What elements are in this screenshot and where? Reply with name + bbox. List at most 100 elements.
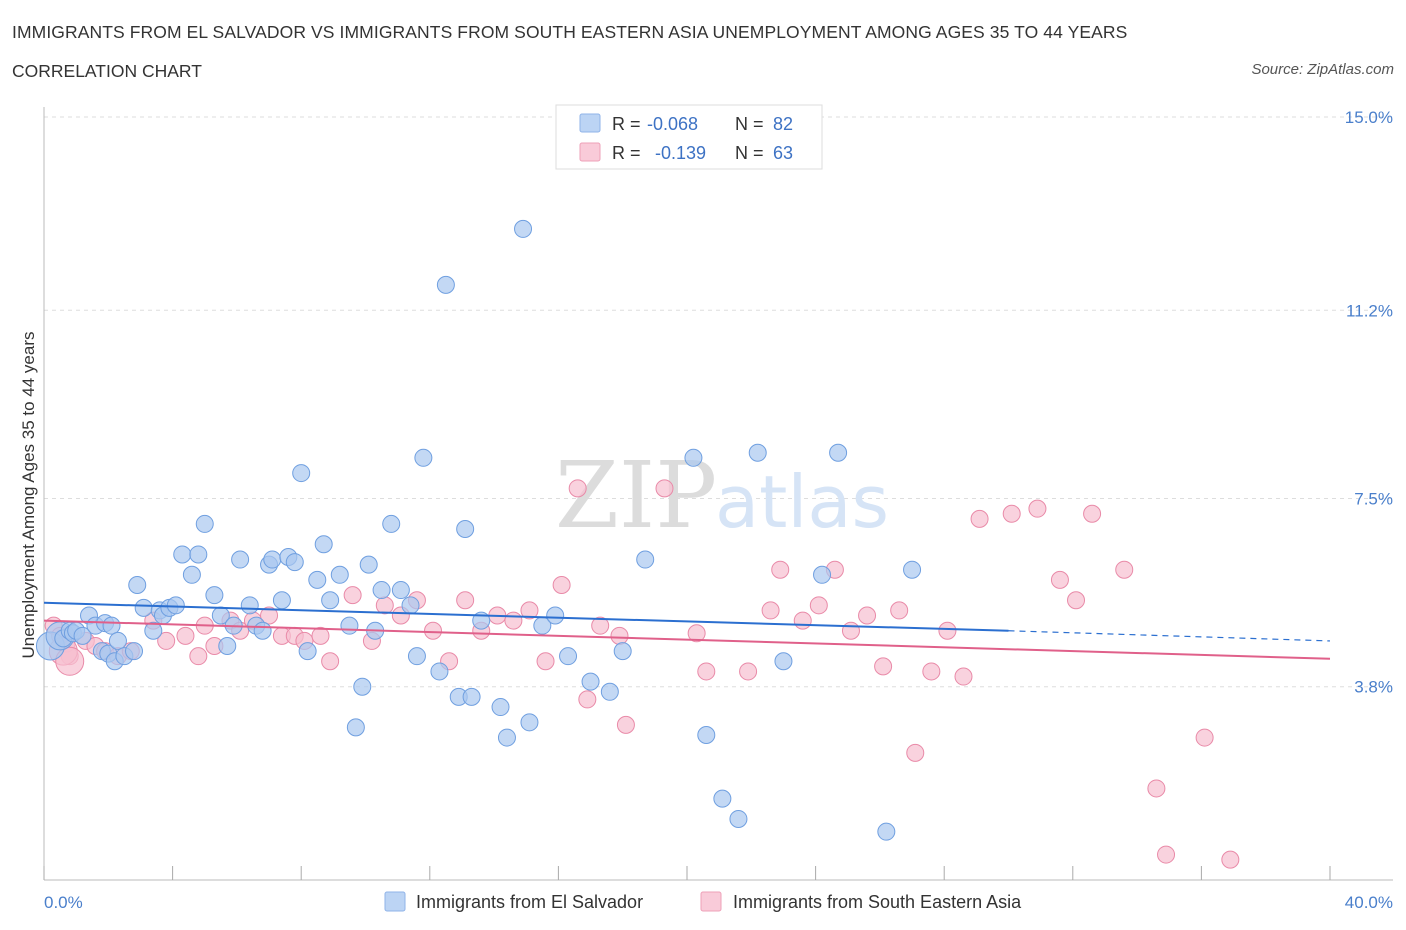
blue-data-point — [108, 631, 127, 650]
blue-data-point — [359, 555, 378, 574]
blue-data-point — [272, 591, 291, 610]
pink-data-point — [1221, 850, 1240, 869]
stats-legend: R = -0.068 N = 82 R = -0.139 N = 63 — [555, 104, 823, 170]
watermark: ZIP atlas — [555, 442, 889, 549]
y-tick-label: 3.8% — [1354, 678, 1393, 697]
blue-data-point — [903, 560, 922, 579]
stats-n-label-blue: N = — [735, 114, 764, 134]
stats-r-label-pink: R = — [612, 143, 641, 163]
blue-data-point — [491, 698, 510, 717]
blue-data-point — [144, 621, 163, 640]
pink-data-point — [552, 575, 571, 594]
blue-data-point — [414, 448, 433, 467]
legend-label-el-salvador: Immigrants from El Salvador — [416, 892, 643, 912]
blue-data-point — [520, 713, 539, 732]
blue-data-point — [613, 642, 632, 661]
blue-data-point — [205, 586, 224, 605]
pink-data-point — [858, 606, 877, 625]
blue-data-point — [391, 581, 410, 600]
pink-data-point — [616, 715, 635, 734]
blue-data-point — [195, 514, 214, 533]
pink-data-point — [456, 591, 475, 610]
pink-data-point — [954, 667, 973, 686]
chart-subtitle: CORRELATION CHART — [12, 61, 202, 81]
source-label: Source: ZipAtlas.com — [1251, 61, 1394, 78]
x-max-label: 40.0% — [1345, 893, 1393, 912]
blue-data-point — [231, 550, 250, 569]
pink-data-point — [189, 647, 208, 666]
pink-data-point — [697, 662, 716, 681]
pink-data-point — [504, 611, 523, 630]
pink-data-point — [424, 621, 443, 640]
blue-data-point — [407, 647, 426, 666]
pink-data-point — [793, 611, 812, 630]
pink-data-point — [260, 606, 279, 625]
y-tick-label: 15.0% — [1345, 108, 1393, 127]
blue-data-point — [128, 575, 147, 594]
blue-data-point — [729, 809, 748, 828]
blue-data-point — [173, 545, 192, 564]
blue-data-point — [581, 672, 600, 691]
pink-data-point — [1115, 560, 1134, 579]
stats-n-value-pink: 63 — [773, 143, 793, 163]
blue-data-point — [684, 448, 703, 467]
stats-r-value-blue: -0.068 — [647, 114, 698, 134]
pink-data-point — [321, 652, 340, 671]
pink-data-point — [311, 626, 330, 645]
blue-data-point — [330, 565, 349, 584]
pink-data-point — [536, 652, 555, 671]
blue-data-point — [559, 647, 578, 666]
pink-data-point — [610, 626, 629, 645]
legend-swatch-se-asia — [700, 891, 722, 912]
blue-data-point — [73, 626, 92, 645]
blue-data-point — [340, 616, 359, 635]
stats-r-label-blue: R = — [612, 114, 641, 134]
pink-data-point — [1083, 504, 1102, 523]
blue-data-point — [829, 443, 848, 462]
pink-data-point — [655, 479, 674, 498]
blue-data-point — [321, 591, 340, 610]
pink-data-point — [809, 596, 828, 615]
blue-data-point — [346, 718, 365, 737]
pink-trend-line — [43, 619, 1331, 660]
blue-data-point — [372, 581, 391, 600]
pink-data-point — [922, 662, 941, 681]
pink-data-point — [1147, 779, 1166, 798]
blue-data-point — [182, 565, 201, 584]
blue-trend-line — [43, 601, 1009, 632]
blue-data-point — [166, 596, 185, 615]
blue-data-point — [546, 606, 565, 625]
pink-data-point — [739, 662, 758, 681]
blue-data-point — [298, 642, 317, 661]
pink-data-point — [375, 596, 394, 615]
blue-data-point — [462, 687, 481, 706]
pink-data-point — [1157, 845, 1176, 864]
blue-data-point — [497, 728, 516, 747]
blue-data-point — [636, 550, 655, 569]
blue-data-point — [813, 565, 832, 584]
blue-data-point — [600, 682, 619, 701]
legend-label-se-asia: Immigrants from South Eastern Asia — [733, 892, 1022, 912]
blue-data-point — [292, 464, 311, 483]
pink-data-point — [890, 601, 909, 620]
blue-data-point — [877, 822, 896, 841]
blue-data-point — [253, 621, 272, 640]
stats-r-value-pink: -0.139 — [655, 143, 706, 163]
x-min-label: 0.0% — [44, 893, 83, 912]
pink-data-point — [578, 690, 597, 709]
axis-layer: 3.8% 7.5% 11.2% 15.0% — [43, 107, 1393, 881]
pink-data-point — [761, 601, 780, 620]
stats-legend-swatch-pink — [579, 142, 601, 162]
pink-data-point — [520, 601, 539, 620]
chart-title: IMMIGRANTS FROM EL SALVADOR VS IMMIGRANT… — [12, 22, 1128, 42]
trend-lines — [43, 601, 1331, 660]
pink-data-point — [841, 621, 860, 640]
pink-data-point — [157, 631, 176, 650]
pink-data-point — [343, 586, 362, 605]
blue-data-point — [102, 616, 121, 635]
blue-data-point — [308, 570, 327, 589]
blue-data-point — [401, 596, 420, 615]
bottom-legend: Immigrants from El Salvador Immigrants f… — [384, 891, 1022, 912]
blue-data-point — [382, 514, 401, 533]
